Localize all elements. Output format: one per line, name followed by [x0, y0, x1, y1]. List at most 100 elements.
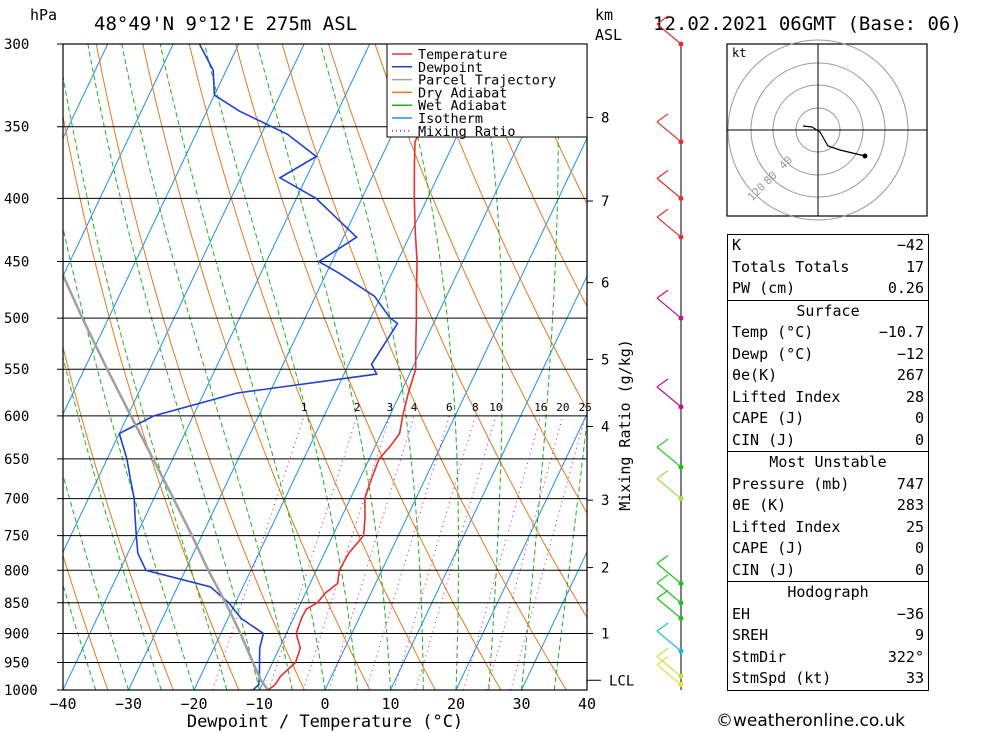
height-tick-label: 5: [601, 352, 609, 368]
mixing-ratio-axis-title: Mixing Ratio (g/kg): [616, 339, 634, 511]
surface-index-label: Temp (°C): [732, 323, 814, 341]
hodograph-index-value: 322°: [887, 647, 924, 666]
wind-barb: [656, 597, 682, 619]
mixing-ratio-label: 6: [446, 401, 453, 414]
most-unstable-index-value: 0: [914, 560, 924, 579]
dewpoint-line: [118, 44, 399, 690]
mixing-ratio-label: 1: [301, 401, 308, 414]
most-unstable-index-label: Lifted Index: [732, 517, 841, 536]
hodograph-trace: [802, 125, 866, 157]
wind-barb-flag: [656, 647, 669, 657]
most-unstable-index-label: CIN (J): [732, 560, 796, 579]
most-unstable-index-row: Lifted Index 25: [728, 517, 928, 539]
dry-adiabat-line: [979, 44, 1000, 690]
pressure-tick-label: 450: [4, 255, 29, 271]
pressure-tick-label: 550: [4, 362, 29, 378]
legend-label: Dry Adiabat: [418, 85, 507, 101]
wind-barb-flag: [656, 289, 669, 299]
general-index-row: PW (cm) 0.26: [728, 278, 928, 300]
wind-barb-flag: [656, 169, 669, 179]
surface-index-label: Lifted Index: [732, 387, 841, 406]
most-unstable-index-label: Pressure (mb): [732, 474, 850, 493]
temperature-tick-label: −20: [180, 695, 207, 713]
mixing-ratio-lines: [212, 415, 586, 690]
temperature-tick-label: 40: [578, 695, 596, 713]
station-location: 48°49'N 9°12'E 275m ASL: [94, 13, 357, 35]
mixing-ratio-line: [212, 415, 305, 690]
wind-barb-flag: [656, 589, 669, 599]
isotherm-line: [521, 550, 587, 690]
temperature-tick-label: 20: [447, 695, 465, 713]
surface-index-label: CIN (J): [732, 430, 796, 449]
mixing-ratio-line: [393, 415, 476, 690]
wind-barb: [656, 216, 682, 238]
height-unit-label-2: ASL: [595, 26, 622, 44]
sounding-datetime: 12.02.2021 06GMT (Base: 06): [653, 13, 962, 35]
mixing-ratio-label: 25: [579, 401, 592, 414]
pressure-level-lines: [57, 43, 587, 691]
pressure-tick-label: 700: [4, 492, 29, 508]
dry-adiabat-line: [374, 44, 587, 515]
pressure-tick-label: 600: [4, 409, 29, 425]
surface-index-label: θe(K): [732, 366, 778, 384]
pressure-tick-label: 400: [4, 191, 29, 207]
wind-barb: [656, 446, 682, 468]
wet-adiabat-line: [521, 44, 559, 690]
isotherm-line: [63, 44, 240, 416]
wind-barb-flag: [656, 113, 669, 123]
hodograph-index-label: SREH: [732, 626, 769, 644]
surface-index-row: CAPE (J) 0: [728, 408, 928, 430]
dry-adiabat-line: [235, 44, 502, 690]
most-unstable-index-value: 0: [914, 539, 924, 557]
surface-index-row: CIN (J) 0: [728, 430, 928, 452]
dry-adiabat-line: [63, 553, 109, 690]
general-index-label: K: [732, 236, 742, 254]
lcl-label: LCL: [609, 673, 634, 689]
isotherm-line: [324, 136, 587, 690]
most-unstable-index-row: θE (K) 283: [728, 495, 928, 517]
wind-barb: [656, 386, 682, 408]
mixing-ratio-line: [328, 415, 415, 690]
parcel-trajectory-line: [63, 272, 270, 690]
mixing-ratio-label: 2: [354, 401, 361, 414]
general-index-value: 17: [905, 257, 924, 276]
axis-labels: 1 2 3 4 6 8 10 16 20 2530035040045050055060065070…: [4, 37, 634, 713]
sounding-series: [63, 44, 430, 690]
hodograph-index-row: StmSpd (kt) 33: [728, 668, 928, 690]
isotherm-line: [128, 44, 436, 690]
hodograph-index-row: StmDir 322°: [728, 647, 928, 669]
height-tick-label: 4: [601, 420, 609, 436]
wind-barb-flag: [656, 470, 669, 480]
surface-index-row: θe(K) 267: [728, 365, 928, 387]
mixing-ratio-line: [510, 415, 586, 690]
hodograph-index-row: EH −36: [728, 604, 928, 626]
general-index-row: Totals Totals 17: [728, 257, 928, 279]
x-axis-title: Dewpoint / Temperature (°C): [187, 712, 463, 732]
hodograph-index-label: StmDir: [732, 647, 787, 666]
most-unstable-index-value: 747: [896, 474, 924, 493]
wind-barb: [656, 655, 682, 677]
surface-index-value: 28: [905, 387, 924, 406]
height-tick-label: 1: [601, 626, 609, 642]
wet-adiabat-line: [159, 44, 326, 690]
wet-adiabat-line: [121, 44, 293, 690]
isotherm-line: [259, 44, 567, 690]
dry-adiabat-line: [420, 44, 587, 411]
general-index-label: Totals Totals: [732, 257, 850, 276]
isotherm-line: [63, 44, 305, 554]
surface-index-label: CAPE (J): [732, 409, 805, 427]
wind-barb: [656, 664, 682, 686]
isotherm-line: [63, 44, 174, 278]
pressure-unit-label: hPa: [30, 6, 57, 24]
hodograph-section-title: Hodograph: [728, 581, 928, 604]
wind-barb: [656, 297, 682, 319]
mixing-ratio-label: 3: [387, 401, 394, 414]
temperature-tick-label: 30: [512, 695, 530, 713]
dry-adiabat-line: [63, 113, 240, 690]
pressure-tick-label: 1000: [4, 683, 38, 699]
hodograph-index-label: EH: [732, 604, 751, 623]
pressure-tick-label: 800: [4, 563, 29, 579]
surface-index-value: −10.7: [878, 323, 924, 341]
most-unstable-index-value: 25: [905, 517, 924, 536]
